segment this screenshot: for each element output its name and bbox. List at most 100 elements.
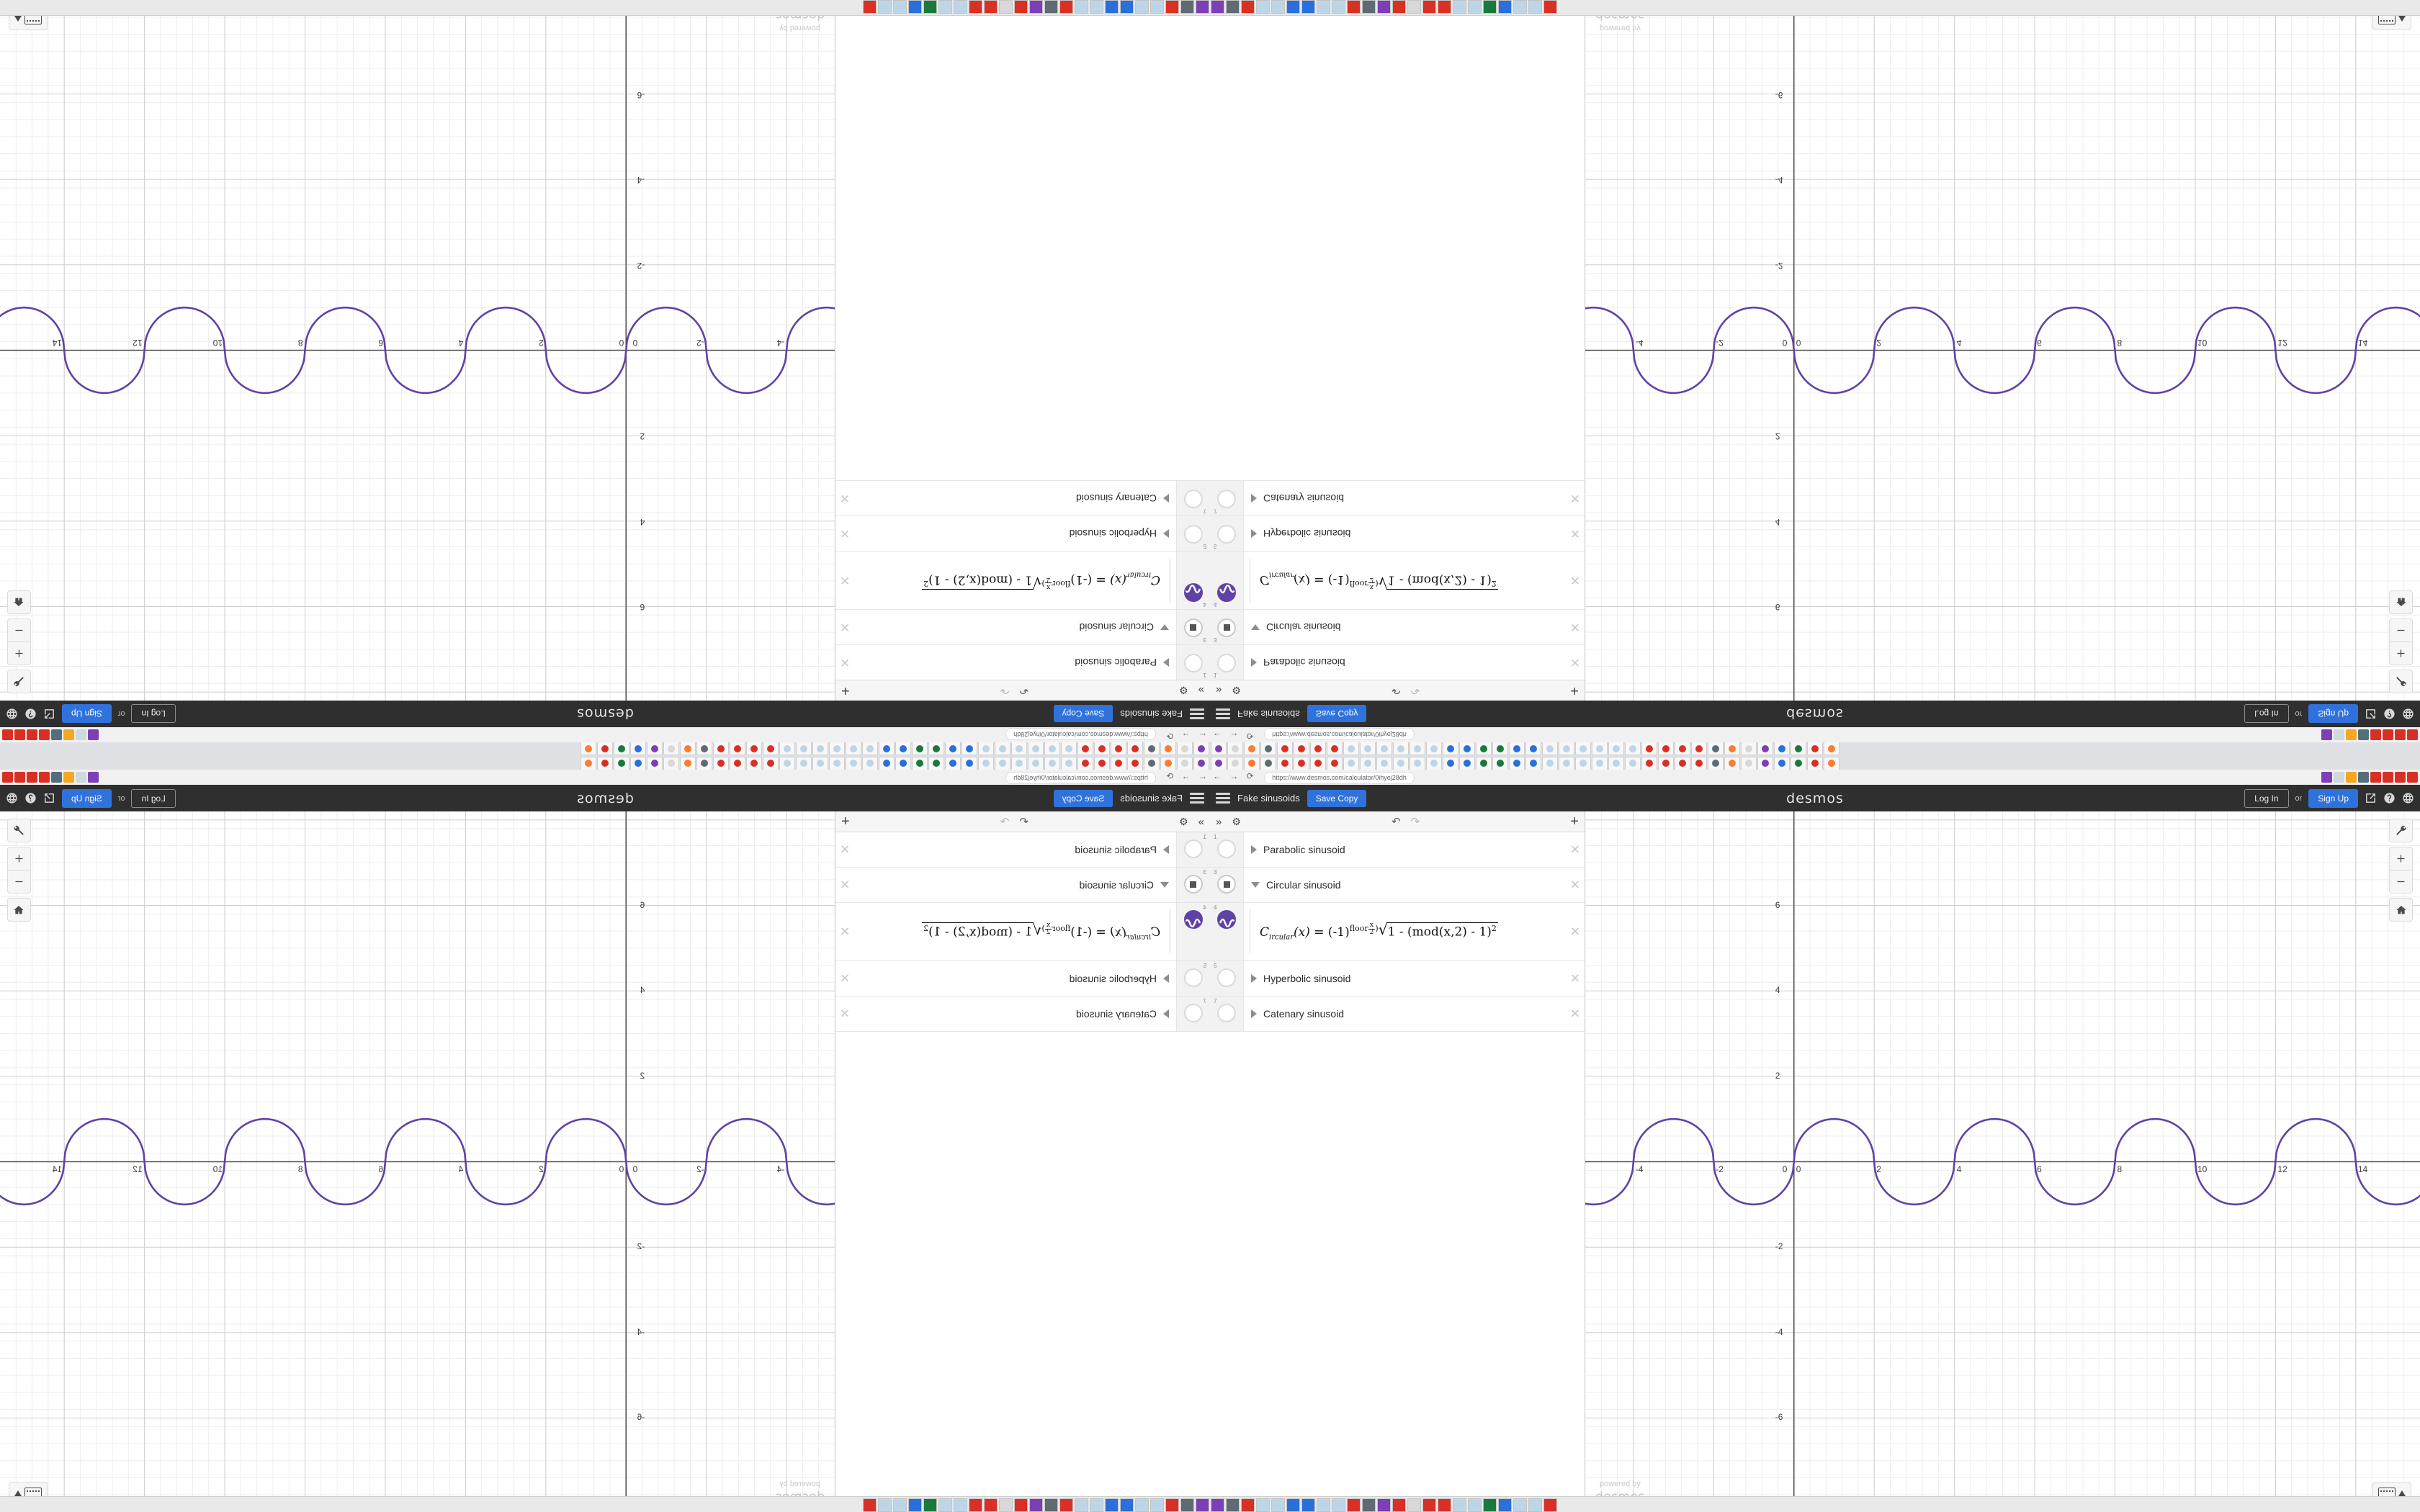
browser-tab[interactable] — [1260, 757, 1276, 770]
close-x-icon[interactable]: ✕ — [840, 842, 851, 857]
chevron-right-icon[interactable] — [1163, 974, 1169, 983]
extension-icon[interactable] — [2334, 729, 2344, 740]
browser-tab[interactable] — [713, 757, 729, 770]
browser-tab[interactable] — [1077, 757, 1093, 770]
extension-icon[interactable] — [2, 729, 13, 740]
browser-tab[interactable] — [1675, 757, 1690, 770]
browser-tab[interactable] — [862, 742, 878, 755]
taskbar-item[interactable] — [923, 1498, 937, 1512]
expression-row[interactable]: 7 Catenary sinusoid ✕ — [1210, 996, 1585, 1032]
add-expression-icon[interactable]: + — [1570, 683, 1579, 698]
taskbar-item[interactable] — [1150, 1498, 1164, 1512]
browser-tab[interactable] — [663, 742, 679, 755]
log-in-button[interactable]: Log In — [131, 704, 176, 724]
browser-tab[interactable] — [1592, 742, 1608, 755]
browser-tab[interactable] — [1658, 757, 1674, 770]
browser-tab[interactable] — [1608, 742, 1624, 755]
extension-icon[interactable] — [2358, 729, 2369, 740]
home-icon[interactable] — [2389, 898, 2413, 922]
browser-url-bar[interactable]: ← → ⟳ https://www.desmos.com/calculator/… — [0, 727, 1210, 742]
desmos-browser-window[interactable]: ← → ⟳ https://www.desmos.com/calculator/… — [1210, 0, 2420, 756]
browser-tab[interactable] — [1426, 757, 1442, 770]
taskbar-item[interactable] — [1392, 1498, 1406, 1512]
expression-row[interactable]: 7 Catenary sinusoid ✕ — [1210, 480, 1585, 516]
browser-tab[interactable] — [1327, 742, 1343, 755]
globe-icon[interactable] — [2402, 792, 2414, 804]
expression-content[interactable]: Catenary sinusoid ✕ — [1244, 481, 1585, 516]
wrench-icon[interactable] — [2389, 819, 2413, 842]
expression-index-cell[interactable]: 4 — [1176, 552, 1210, 609]
browser-tab[interactable] — [1741, 742, 1757, 755]
close-x-icon[interactable]: ✕ — [840, 655, 851, 670]
taskbar-item[interactable] — [1422, 1498, 1436, 1512]
browser-tab[interactable] — [1741, 757, 1757, 770]
browser-tab[interactable] — [763, 742, 779, 755]
graph-tools[interactable] — [7, 819, 31, 922]
browser-tab[interactable] — [829, 742, 845, 755]
extension-icon[interactable] — [27, 729, 37, 740]
browser-tab[interactable] — [1410, 742, 1425, 755]
redo-icon[interactable]: ↷ — [1410, 816, 1420, 828]
browser-tab[interactable] — [1724, 742, 1740, 755]
expression-row[interactable]: 1 Parabolic sinusoid ✕ — [1210, 644, 1585, 680]
expression-list[interactable]: 1 Parabolic sinusoid ✕ 3 Circular sinusoid ✕ 4… — [835, 0, 1210, 680]
folder-label[interactable]: Catenary sinusoid — [1263, 1008, 1345, 1020]
browser-tab[interactable] — [1492, 742, 1508, 755]
hamburger-menu-icon[interactable] — [1190, 708, 1204, 719]
taskbar-item[interactable] — [1256, 1498, 1270, 1512]
extension-icon[interactable] — [2383, 772, 2393, 783]
extension-icon[interactable] — [2395, 729, 2406, 740]
extension-icon[interactable] — [2358, 772, 2369, 783]
extension-icon[interactable] — [2395, 772, 2406, 783]
chevron-double-right-icon[interactable]: » — [1198, 815, 1204, 828]
home-icon[interactable] — [2389, 590, 2413, 614]
graph-tools[interactable] — [7, 590, 31, 693]
expression-index-cell[interactable]: 7 — [1176, 481, 1210, 516]
quadrant-bottom-left[interactable]: ← → ⟳ https://www.desmos.com/calculator/… — [0, 756, 1210, 1512]
expression-index-cell[interactable]: 4 — [1210, 903, 1244, 960]
expression-index-cell[interactable]: 3 — [1176, 610, 1210, 644]
expression-index-cell[interactable]: 3 — [1176, 868, 1210, 902]
browser-tab[interactable] — [1575, 742, 1591, 755]
browser-tab[interactable] — [1127, 742, 1143, 755]
taskbar-item[interactable] — [1226, 0, 1240, 14]
browser-tab[interactable] — [1260, 742, 1276, 755]
nav-buttons[interactable]: ← → ⟳ — [1163, 731, 1207, 741]
taskbar-item[interactable] — [1362, 0, 1376, 14]
browser-tab[interactable] — [696, 757, 712, 770]
expression-content[interactable]: Hyperbolic sinusoid ✕ — [1244, 516, 1585, 551]
log-in-button[interactable]: Log In — [2244, 788, 2289, 808]
expression-color-bubble[interactable] — [1217, 525, 1236, 544]
os-taskbar[interactable] — [1210, 0, 2420, 16]
expression-content[interactable]: Circular sinusoid ✕ — [1244, 610, 1585, 644]
taskbar-item[interactable] — [1528, 0, 1542, 14]
os-taskbar[interactable] — [0, 1496, 1210, 1512]
browser-tab[interactable] — [1327, 757, 1343, 770]
wrench-icon[interactable] — [7, 670, 31, 693]
taskbar-item[interactable] — [863, 0, 877, 14]
close-x-icon[interactable]: ✕ — [1569, 573, 1580, 588]
taskbar-item[interactable] — [984, 0, 998, 14]
taskbar-item[interactable] — [1135, 0, 1149, 14]
extension-icon[interactable] — [2370, 729, 2381, 740]
taskbar-item[interactable] — [999, 0, 1013, 14]
browser-tab[interactable] — [1211, 742, 1227, 755]
graph-title[interactable]: Fake sinusoids — [1237, 793, 1300, 804]
extension-icon[interactable] — [2321, 772, 2332, 783]
browser-tab[interactable] — [1393, 742, 1409, 755]
browser-tab[interactable] — [1111, 757, 1126, 770]
address-field[interactable]: https://www.desmos.com/calculator/0ihyej… — [1005, 728, 1156, 740]
folder-label[interactable]: Catenary sinusoid — [1075, 1008, 1157, 1020]
expression-index-cell[interactable]: 7 — [1176, 996, 1210, 1031]
browser-tab[interactable] — [1343, 757, 1359, 770]
browser-chrome[interactable]: ← → ⟳ https://www.desmos.com/calculator/… — [0, 756, 1210, 786]
browser-tab[interactable] — [829, 757, 845, 770]
browser-tab[interactable] — [581, 742, 596, 755]
close-x-icon[interactable]: ✕ — [1569, 878, 1580, 892]
browser-tab[interactable] — [846, 757, 861, 770]
expression-index-cell[interactable]: 1 — [1176, 832, 1210, 867]
